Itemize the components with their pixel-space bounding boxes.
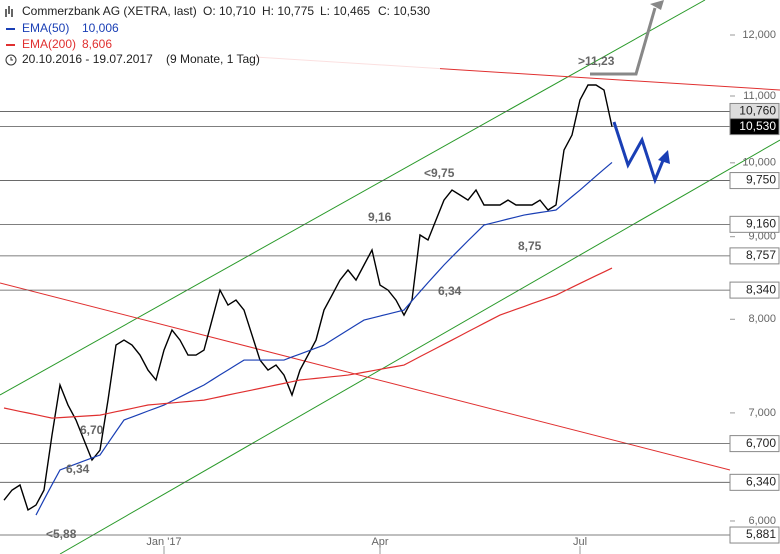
axis: 12,000 11,000 10,000 9,000 8,000 7,000 6,000 10… — [46, 29, 780, 554]
annotation: 6,70 — [80, 423, 104, 437]
gray-arrowhead — [650, 0, 664, 10]
levels — [0, 111, 730, 536]
y-tick-label: 11,000 — [743, 90, 776, 102]
level-label: 6,340 — [746, 475, 776, 489]
y-tick-label: 8,000 — [748, 313, 776, 325]
ema-line — [3, 267, 613, 419]
x-tick-label: Jan '17 — [146, 536, 181, 548]
period: (9 Monate, 1 Tag) — [166, 52, 260, 66]
ohlc-low: L: 10,465 — [320, 4, 370, 18]
level-label: 5,881 — [746, 527, 776, 541]
level-label: 10,530 — [739, 119, 776, 133]
ohlc-high: H: 10,775 — [262, 4, 314, 18]
level-box — [729, 473, 780, 491]
level-label: 6,700 — [746, 436, 776, 450]
gray-arrow — [590, 7, 657, 76]
clock-hand — [10, 57, 13, 61]
level-box — [729, 215, 780, 233]
annotation: 6,34 — [438, 284, 462, 298]
annotation: 9,16 — [368, 210, 392, 224]
channel-upper — [0, 0, 706, 396]
price-line — [3, 84, 613, 512]
projection-arrows — [590, 0, 670, 185]
legend-value: 10,006 — [82, 21, 119, 35]
level-label: 10,760 — [739, 104, 776, 118]
annotation: >11,23 — [578, 54, 615, 68]
header-bg — [0, 0, 440, 72]
annotation: <9,75 — [424, 166, 455, 180]
level-box — [729, 247, 780, 265]
header: Commerzbank AG (XETRA, last) O: 10,710 H… — [0, 0, 440, 72]
y-tick-label: 9,000 — [748, 231, 776, 243]
blue-arrow — [612, 121, 666, 185]
annotation: 8,75 — [518, 239, 542, 253]
x-tick-label: Jul — [573, 536, 587, 548]
level-box — [729, 118, 780, 136]
legend-name: EMA(200) — [22, 37, 76, 51]
annotation: 6,34 — [66, 462, 90, 476]
y-tick-label: 12,000 — [742, 29, 776, 41]
resistance-lower — [0, 282, 731, 471]
series — [3, 84, 613, 516]
legend-value: 8,606 — [82, 37, 112, 51]
x-tick-label: Apr — [371, 536, 388, 548]
y-tick-label: 10,000 — [742, 157, 776, 169]
level-label: 9,750 — [746, 173, 776, 187]
level-box — [729, 435, 780, 453]
channel-lower — [59, 139, 780, 554]
legend-name: EMA(50) — [22, 21, 69, 35]
ohlc-close: C: 10,530 — [378, 4, 430, 18]
title: Commerzbank AG (XETRA, last) — [22, 4, 197, 18]
y-tick-label: 6,000 — [748, 515, 776, 527]
annotation: <5,88 — [46, 527, 77, 541]
candle-icon — [5, 6, 13, 17]
level-box — [729, 281, 780, 299]
ema-line — [35, 161, 613, 516]
level-box — [729, 172, 780, 190]
y-tick-label: 7,000 — [748, 407, 776, 419]
level-label: 8,340 — [746, 282, 776, 296]
date-range: 20.10.2016 - 19.07.2017 — [22, 52, 153, 66]
blue-arrowhead — [658, 150, 670, 164]
level-label: 8,757 — [746, 248, 776, 262]
clock-icon — [5, 54, 17, 66]
ohlc-open: O: 10,710 — [203, 4, 256, 18]
level-label: 9,160 — [746, 217, 776, 231]
level-box — [729, 526, 780, 544]
